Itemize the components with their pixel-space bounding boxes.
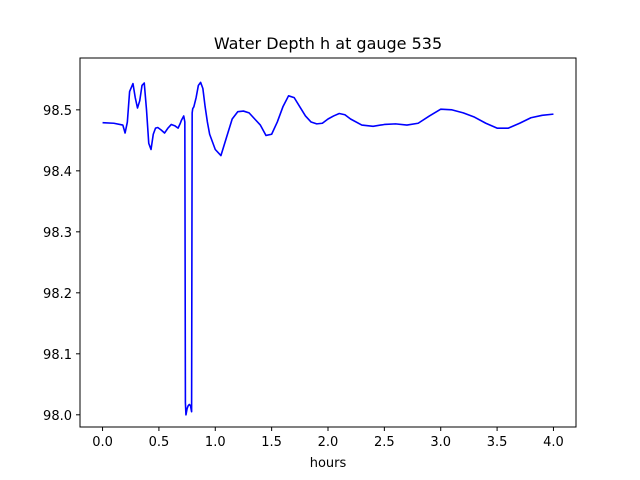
y-tick-label: 98.1	[43, 348, 72, 363]
y-tick-label: 98.2	[43, 287, 72, 302]
x-tick-label: 3.0	[430, 435, 451, 450]
series-line-0	[102, 81, 554, 416]
y-tick-label: 98.3	[43, 226, 72, 241]
y-tick-label: 98.4	[43, 165, 72, 180]
x-axis-ticks: 0.0 0.5 1.0 1.5 2.0 2.5 3.0 3.5 4.0	[92, 427, 564, 450]
y-tick-label: 98.5	[43, 104, 72, 119]
y-tick-label: 98.0	[43, 409, 72, 424]
x-axis-label: hours	[310, 456, 347, 471]
x-tick-label: 1.0	[205, 435, 226, 450]
chart-title: Water Depth h at gauge 535	[214, 34, 442, 53]
x-tick-label: 4.0	[543, 435, 564, 450]
x-tick-label: 2.5	[374, 435, 395, 450]
x-tick-label: 0.5	[149, 435, 170, 450]
series-lines	[102, 81, 554, 416]
x-tick-label: 3.5	[487, 435, 508, 450]
x-tick-label: 0.0	[92, 435, 113, 450]
x-tick-label: 1.5	[261, 435, 282, 450]
plot-frame	[79, 57, 577, 428]
y-axis-ticks: 98.0 98.1 98.2 98.3 98.4 98.5	[43, 104, 80, 424]
x-tick-label: 2.0	[318, 435, 339, 450]
